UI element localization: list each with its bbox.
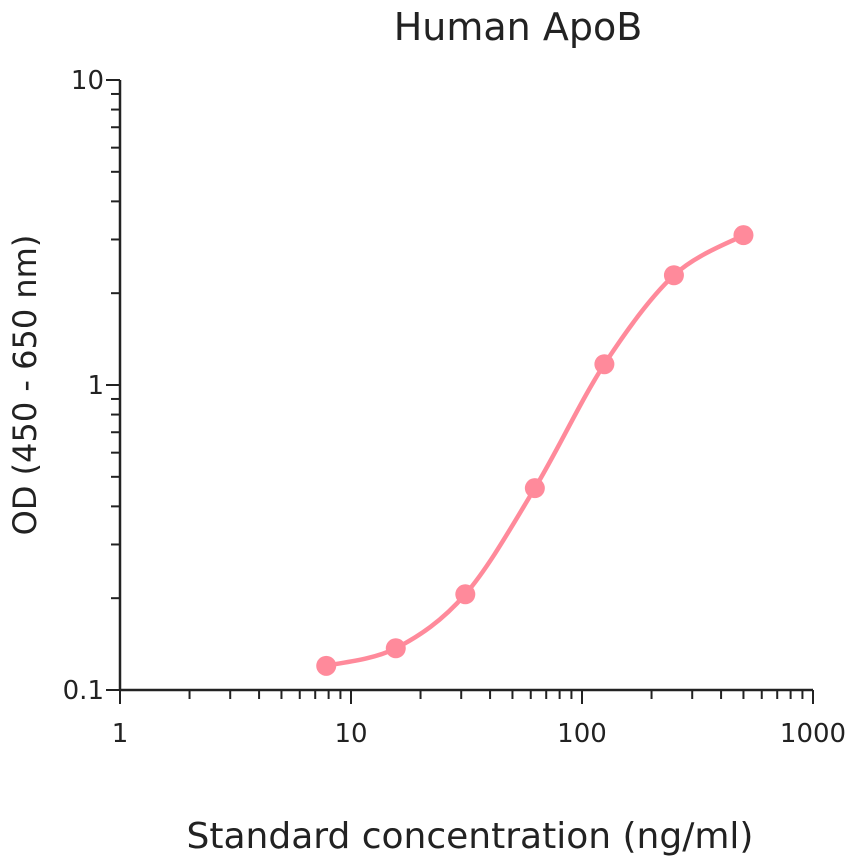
data-point (316, 655, 337, 676)
data-marks (316, 225, 754, 676)
axes: 1 10 100 1000 0.1 1 10 (63, 66, 846, 749)
x-tick-label: 10 (334, 719, 367, 749)
data-point (733, 225, 754, 246)
x-tick-label: 1000 (780, 719, 846, 749)
x-axis-label: Standard concentration (ng/ml) (187, 816, 754, 857)
series-line (325, 233, 745, 669)
y-tick-label: 1 (87, 371, 104, 401)
y-tick-label: 10 (71, 66, 104, 96)
data-point (663, 265, 684, 286)
data-point (385, 638, 406, 659)
y-tick-label: 0.1 (63, 676, 104, 706)
y-axis-label: OD (450 - 650 nm) (6, 235, 44, 536)
x-tick-label: 100 (557, 719, 607, 749)
data-point (455, 584, 476, 605)
data-point (524, 478, 545, 499)
chart-title: Human ApoB (394, 5, 643, 49)
x-tick-label: 1 (112, 719, 129, 749)
data-point (594, 354, 615, 375)
